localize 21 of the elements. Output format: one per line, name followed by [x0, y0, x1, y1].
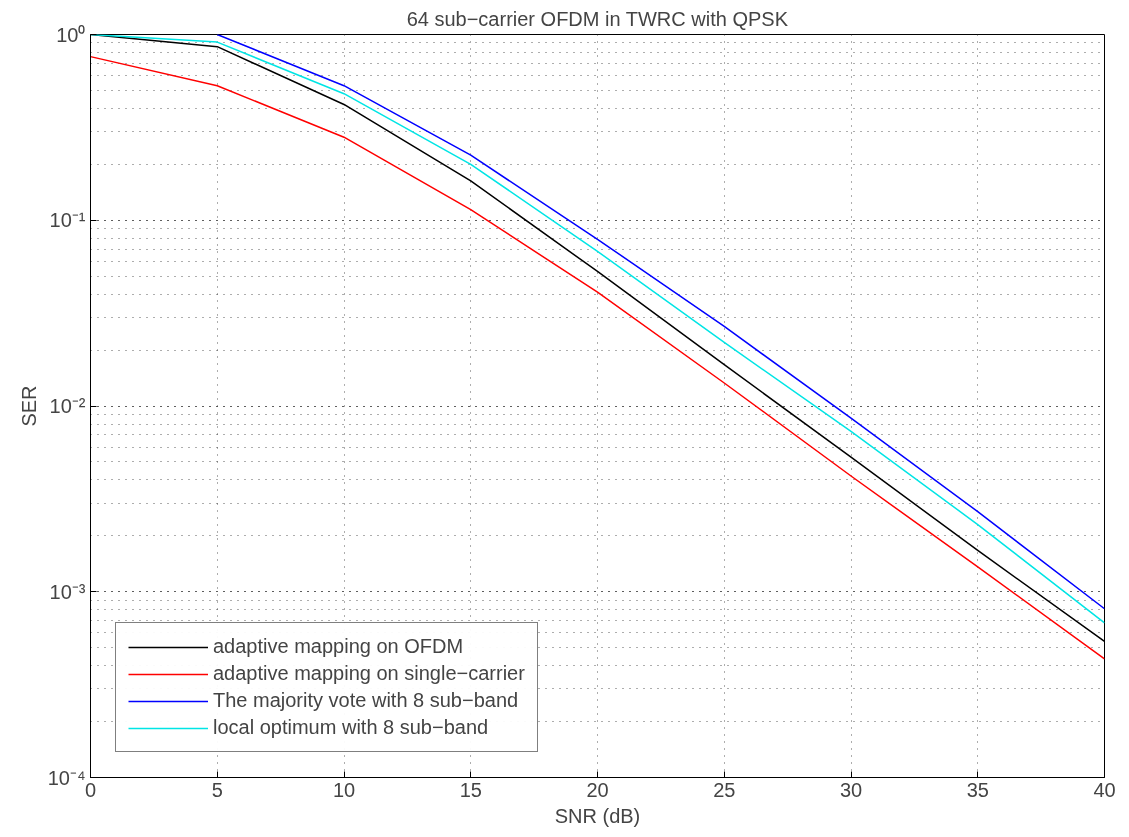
x-tick-label: 15: [459, 778, 482, 801]
x-tick-label: 25: [713, 778, 736, 801]
x-tick-label: 35: [966, 778, 989, 801]
x-tick-label: 30: [839, 778, 863, 801]
chart-title: 64 sub−carrier OFDM in TWRC with QPSK: [406, 7, 789, 30]
y-tick-label: 10⁻⁴: [47, 766, 86, 789]
x-tick-label: 0: [84, 778, 97, 801]
y-axis-title: SER: [17, 385, 40, 427]
x-tick-label: 20: [586, 778, 609, 801]
y-tick-label: 10⁻³: [49, 580, 86, 603]
legend-label: adaptive mapping on OFDM: [213, 635, 464, 658]
x-tick-label: 5: [211, 778, 223, 801]
legend-label: The majority vote with 8 sub−band: [213, 689, 519, 712]
y-tick-label: 10⁻¹: [49, 209, 86, 232]
legend-label: local optimum with 8 sub−band: [213, 716, 489, 739]
y-tick-label: 10⁰: [56, 23, 86, 46]
y-tick-label: 10⁻²: [49, 395, 86, 417]
x-tick-label: 40: [1093, 778, 1116, 801]
x-tick-label: 10: [332, 778, 356, 801]
legend-label: adaptive mapping on single−carrier: [213, 662, 525, 685]
x-axis-title: SNR (dB): [554, 804, 641, 827]
